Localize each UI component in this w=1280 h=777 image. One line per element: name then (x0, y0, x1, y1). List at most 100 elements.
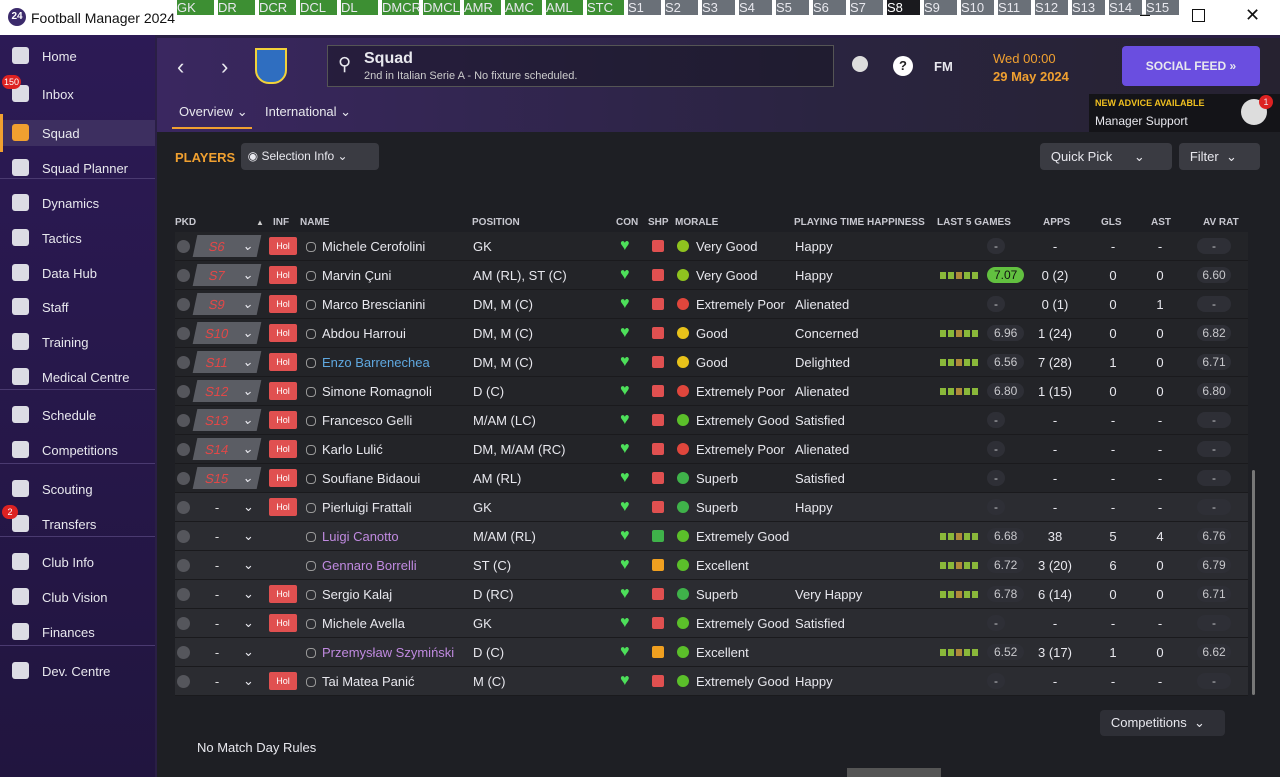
player-name[interactable]: Enzo Barrenechea (322, 355, 430, 370)
column-header[interactable]: GLS (1101, 217, 1122, 228)
position-button[interactable]: S6 (813, 0, 846, 15)
table-row[interactable]: S14 ⌄ Hol Karlo Lulić DM, M/AM (RC) ♥ Extremel… (175, 435, 1248, 464)
fm-button[interactable]: FM (934, 59, 953, 74)
position-select[interactable]: - ⌄ (195, 641, 259, 663)
table-row[interactable]: S9 ⌄ Hol Marco Brescianini DM, M (C) ♥ Extreme… (175, 290, 1248, 319)
position-button[interactable]: S3 (702, 0, 735, 15)
position-button[interactable]: DMCR (382, 0, 421, 15)
nav-item[interactable]: Dev. Centre (0, 658, 155, 684)
position-button[interactable]: S4 (739, 0, 772, 15)
position-button[interactable]: S8 (887, 0, 920, 15)
table-row[interactable]: - ⌄ Hol Pierluigi Frattali GK ♥ Superb Happy - - -… (175, 493, 1248, 522)
table-row[interactable]: - ⌄ Hol Sergio Kalaj D (RC) ♥ Superb Very Happy… (175, 580, 1248, 609)
position-select[interactable]: - ⌄ (195, 525, 259, 547)
player-name[interactable]: Pierluigi Frattali (322, 500, 412, 515)
player-name[interactable]: Francesco Gelli (322, 413, 413, 428)
position-select[interactable]: S12 ⌄ (192, 380, 262, 402)
close[interactable]: ✕ (1245, 5, 1261, 25)
table-row[interactable]: - ⌄ Luigi Canotto M/AM (RL) ♥ Extremely Good 6… (175, 522, 1248, 551)
nav-item[interactable]: Staff (0, 294, 155, 320)
position-button[interactable]: S5 (776, 0, 809, 15)
nav-item[interactable]: Squad (0, 114, 155, 152)
minimize[interactable]: – (1140, 4, 1151, 24)
nav-item[interactable]: Schedule (0, 402, 155, 428)
selection-info[interactable]: ◉ Selection Info ⌄ (241, 143, 379, 170)
column-header[interactable]: APPS (1043, 217, 1071, 228)
help[interactable]: ? (893, 56, 913, 76)
position-select[interactable]: - ⌄ (195, 670, 259, 692)
position-select[interactable]: - ⌄ (195, 496, 259, 518)
position-select[interactable]: S10 ⌄ (192, 322, 262, 344)
player-name[interactable]: Marco Brescianini (322, 297, 426, 312)
table-row[interactable]: S6 ⌄ Hol Michele Cerofolini GK ♥ Very Good Happ… (175, 232, 1248, 261)
table-row[interactable]: - ⌄ Hol Michele Avella GK ♥ Extremely Good Sati… (175, 609, 1248, 638)
nav-item[interactable]: Club Vision (0, 584, 155, 610)
column-header[interactable]: INF (273, 217, 290, 228)
table-row[interactable]: - ⌄ Gennaro Borrelli ST (C) ♥ Excellent 6.72 3 … (175, 551, 1248, 580)
player-name[interactable]: Michele Cerofolini (322, 239, 426, 254)
position-select[interactable]: S7 ⌄ (192, 264, 262, 286)
column-header[interactable]: MORALE (675, 217, 719, 228)
h-scrollbar[interactable] (847, 768, 941, 777)
nav-item[interactable]: Club Info (0, 549, 155, 575)
column-header[interactable]: CON (616, 217, 639, 228)
position-button[interactable]: DR (218, 0, 255, 15)
nav-item[interactable]: Dynamics (0, 190, 155, 216)
position-button[interactable]: DCR (259, 0, 296, 15)
position-select[interactable]: S14 ⌄ (192, 438, 262, 460)
competitions-select[interactable]: Competitions ⌄ (1100, 710, 1225, 736)
player-name[interactable]: Sergio Kalaj (322, 587, 393, 602)
nav-item[interactable]: Tactics (0, 225, 155, 251)
position-select[interactable]: - ⌄ (195, 612, 259, 634)
nav-item[interactable]: Medical Centre (0, 364, 155, 390)
player-name[interactable]: Gennaro Borrelli (322, 558, 417, 573)
tab[interactable]: International ⌄ (265, 104, 352, 119)
position-select[interactable]: S9 ⌄ (192, 293, 262, 315)
column-header[interactable]: LAST 5 GAMES (937, 217, 1011, 228)
filter[interactable]: Filter ⌄ (1179, 143, 1260, 170)
player-name[interactable]: Abdou Harroui (322, 326, 406, 341)
search-box[interactable]: ⚲ Squad 2nd in Italian Serie A - No fixt… (327, 45, 834, 87)
nav-item[interactable]: Scouting (0, 476, 155, 502)
position-button[interactable]: S14 (1109, 0, 1142, 15)
position-button[interactable]: AMR (464, 0, 501, 15)
nav-item[interactable]: Data Hub (0, 260, 155, 286)
nav-item[interactable]: Training (0, 329, 155, 355)
back[interactable]: ‹ (177, 54, 185, 79)
maximize[interactable] (1192, 9, 1205, 22)
nav-item[interactable]: Squad Planner (0, 155, 155, 181)
player-name[interactable]: Soufiane Bidaoui (322, 471, 421, 486)
player-name[interactable]: Luigi Canotto (322, 529, 399, 544)
column-header[interactable]: AST (1151, 217, 1171, 228)
table-row[interactable]: S11 ⌄ Hol Enzo Barrenechea DM, M (C) ♥ Good Del… (175, 348, 1248, 377)
position-button[interactable]: GK (177, 0, 214, 15)
position-button[interactable]: S11 (998, 0, 1031, 15)
table-row[interactable]: S10 ⌄ Hol Abdou Harroui DM, M (C) ♥ Good Concer… (175, 319, 1248, 348)
nav-item[interactable]: Transfers 2 (0, 505, 155, 537)
column-header[interactable]: SHP (648, 217, 669, 228)
nav-item[interactable]: Home (0, 43, 155, 69)
position-select[interactable]: - ⌄ (195, 554, 259, 576)
position-select[interactable]: S13 ⌄ (192, 409, 262, 431)
column-header[interactable]: PKD (175, 217, 197, 228)
position-button[interactable]: S1 (628, 0, 661, 15)
nav-item[interactable]: Finances (0, 619, 155, 645)
column-header[interactable]: PLAYING TIME HAPPINESS (794, 217, 925, 228)
position-select[interactable]: S6 ⌄ (192, 235, 262, 257)
position-button[interactable]: S2 (665, 0, 698, 15)
column-header[interactable]: AV RAT (1203, 217, 1239, 228)
player-name[interactable]: Karlo Lulić (322, 442, 383, 457)
ball-icon[interactable] (852, 56, 868, 72)
date[interactable]: 29 May 2024 (993, 69, 1069, 84)
position-button[interactable]: S15 (1146, 0, 1179, 15)
player-name[interactable]: Przemysław Szymiński (322, 645, 455, 660)
club-crest[interactable] (255, 48, 287, 84)
position-button[interactable]: S10 (961, 0, 994, 15)
player-name[interactable]: Michele Avella (322, 616, 405, 631)
position-button[interactable]: AMC (505, 0, 542, 15)
position-button[interactable]: STC (587, 0, 624, 15)
social-feed[interactable]: SOCIAL FEED » (1122, 46, 1260, 86)
table-row[interactable]: - ⌄ Przemysław Szymiński D (C) ♥ Excellent 6.5… (175, 638, 1248, 667)
table-row[interactable]: S13 ⌄ Hol Francesco Gelli M/AM (LC) ♥ Extremel… (175, 406, 1248, 435)
position-button[interactable]: AML (546, 0, 583, 15)
